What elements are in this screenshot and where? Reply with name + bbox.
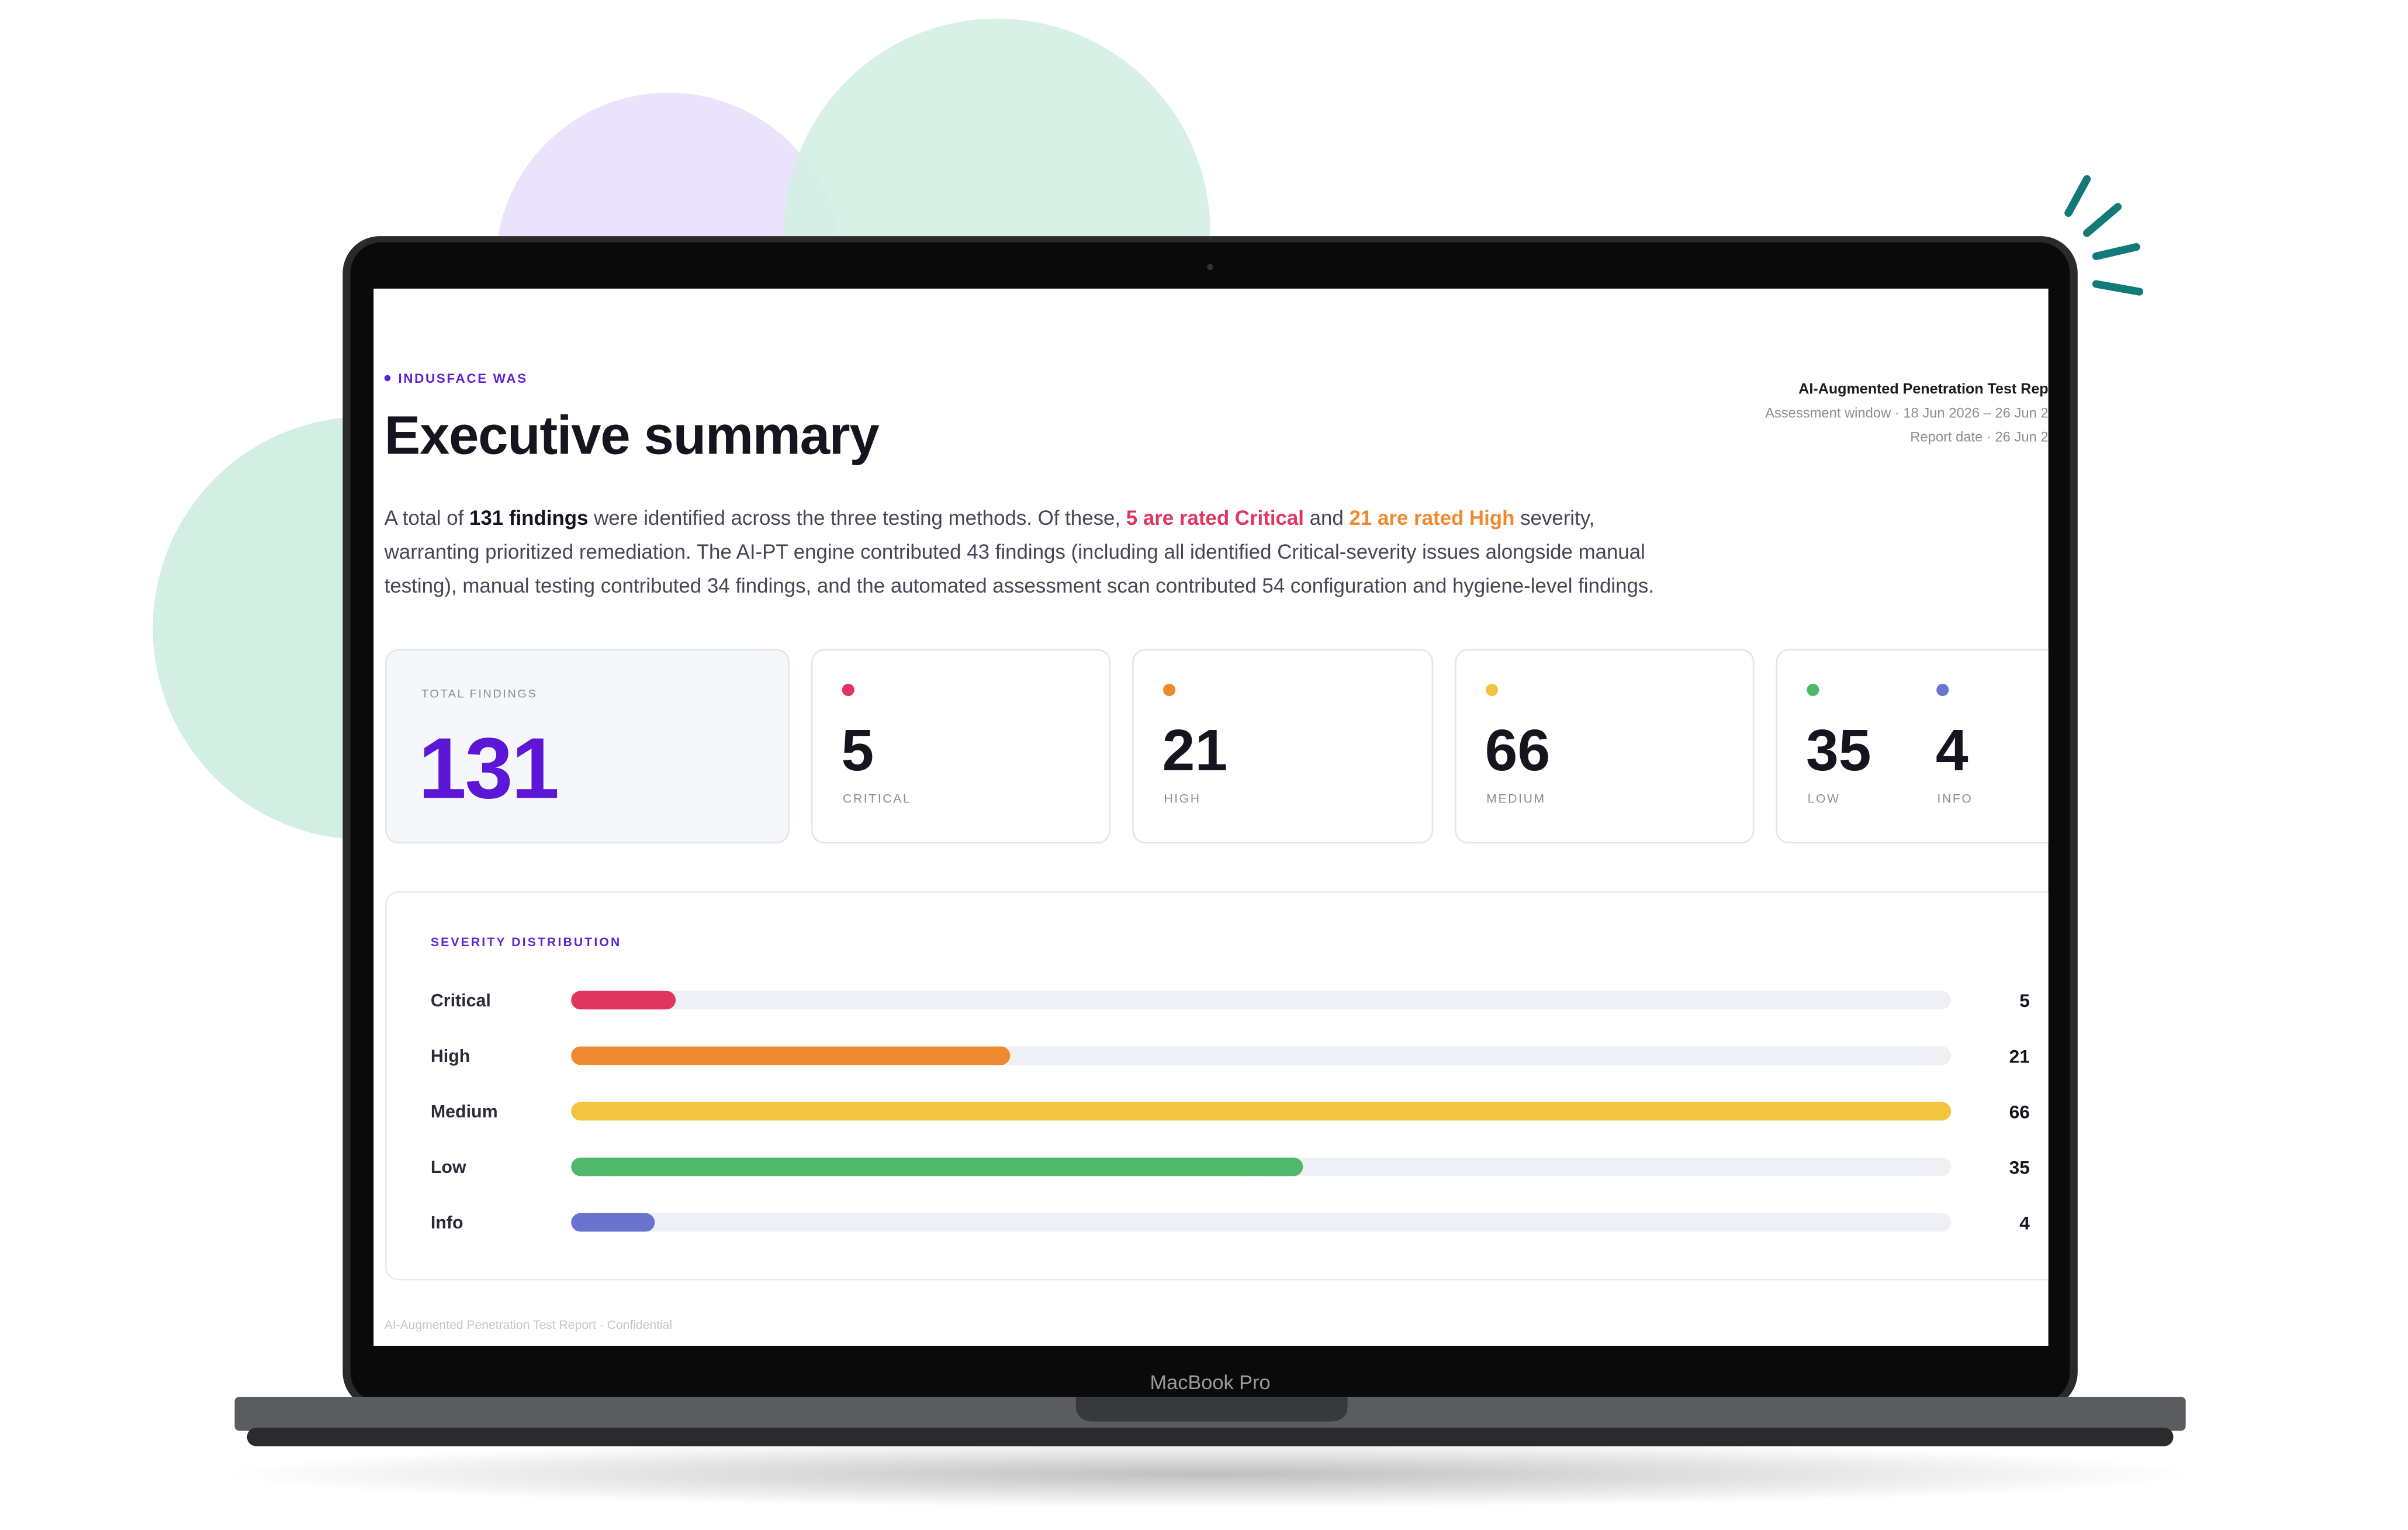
device-label: MacBook Pro [1150, 1372, 1271, 1394]
report-page: INDUSFACE WAS Executive summary AI-Augment… [384, 371, 2049, 1332]
summary-text: 5 are rated Critical [1126, 507, 1304, 529]
summary-text: and [1304, 507, 1350, 529]
chart-card [385, 891, 2049, 1280]
camera [1207, 264, 1213, 271]
bar-track [571, 1213, 1952, 1232]
stat-card [1455, 649, 1755, 844]
stat-card [811, 649, 1111, 844]
laptop-base-lip [247, 1427, 2174, 1446]
bar-value-label: 4 [2019, 1213, 2030, 1234]
stat-value: 21 [1163, 718, 1228, 783]
bar-value-label: 66 [2009, 1101, 2030, 1122]
stat-value: 35 [1806, 718, 1871, 783]
bar [571, 1046, 1011, 1065]
summary-text: 21 are rated High [1350, 507, 1515, 529]
stat-dot [1163, 683, 1176, 697]
bar-value-label: 5 [2019, 990, 2030, 1011]
eyebrow: INDUSFACE WAS [398, 371, 527, 386]
summary-line: A total of 131 findings were identified … [385, 507, 1595, 529]
summary-line: warranting prioritized remediation. The … [384, 541, 1645, 563]
stat-card [1132, 649, 1434, 844]
stat-card [1776, 649, 2049, 844]
stat-value: 66 [1485, 718, 1551, 783]
bar-track [571, 991, 1952, 1010]
summary-text: severity, [1514, 507, 1594, 529]
footer: AI-Augmented Penetration Test Report · C… [385, 1318, 672, 1332]
device-shadow [222, 1440, 2198, 1508]
eyebrow-dot [384, 375, 391, 382]
stat-label: INFO [1937, 792, 1973, 805]
category-label: Info [431, 1213, 463, 1233]
bar [571, 1102, 1952, 1121]
category-label: Medium [431, 1102, 498, 1121]
bar [571, 1157, 1303, 1176]
bar [571, 1213, 655, 1232]
total-card [385, 649, 790, 844]
total-label: TOTAL FINDINGS [421, 688, 537, 701]
stat-label: HIGH [1164, 792, 1200, 805]
stat-label: CRITICAL [843, 792, 911, 805]
report-meta: AI-Augmented Penetration Test Rep [1798, 380, 2048, 397]
bar [571, 991, 676, 1010]
bar-value-label: 35 [2009, 1157, 2030, 1178]
chart-title: SEVERITY DISTRIBUTION [431, 936, 622, 949]
stat-dot [1485, 683, 1499, 697]
decor-strokes [2064, 175, 2144, 296]
laptop-notch [1075, 1397, 1348, 1422]
stat-value: 5 [841, 718, 874, 783]
bar-value-label: 21 [2009, 1046, 2030, 1067]
stat-label: LOW [1808, 792, 1840, 805]
report-meta: Report date · 26 Jun 2 [1910, 429, 2048, 445]
report-meta: Assessment window · 18 Jun 2026 – 26 Jun… [1765, 405, 2049, 421]
stat-label: MEDIUM [1486, 792, 1545, 805]
stat-value: 4 [1936, 718, 1968, 783]
stat-dot [842, 683, 854, 697]
category-label: Low [431, 1158, 466, 1177]
summary-text: warranting prioritized remediation. The … [384, 541, 1645, 563]
summary-text: testing), manual testing contributed 34 … [385, 574, 1654, 597]
summary-text: A total of [385, 507, 469, 529]
page-title: Executive summary [385, 404, 880, 465]
total-value: 131 [418, 720, 558, 816]
category-label: High [431, 1047, 470, 1066]
stat-dot [1936, 683, 1949, 697]
category-label: Critical [431, 991, 491, 1010]
stat-dot [1807, 683, 1819, 697]
summary-text: 131 findings [469, 507, 588, 529]
summary-line: testing), manual testing contributed 34 … [385, 574, 1654, 597]
summary-text: were identified across the three testing… [588, 507, 1126, 529]
